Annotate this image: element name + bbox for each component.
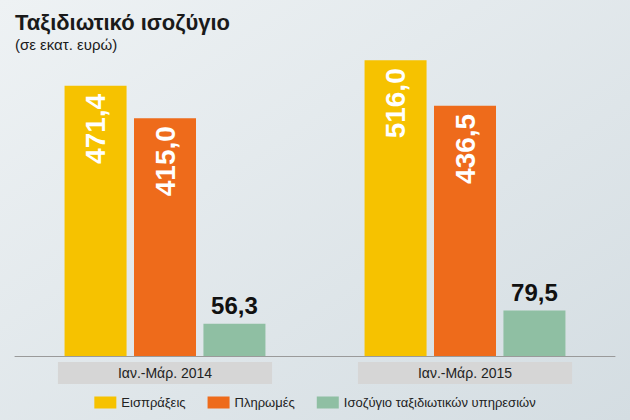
svg-text:415,0: 415,0	[150, 126, 181, 196]
svg-text:Ταξιδιωτικό ισοζύγιο: Ταξιδιωτικό ισοζύγιο	[15, 10, 230, 35]
svg-text:(σε εκατ. ευρώ): (σε εκατ. ευρώ)	[15, 36, 117, 53]
svg-text:Ισοζύγιο ταξιδιωτικών υπηρεσιώ: Ισοζύγιο ταξιδιωτικών υπηρεσιών	[344, 395, 536, 410]
svg-text:Πληρωμές: Πληρωμές	[235, 395, 295, 410]
svg-text:436,5: 436,5	[450, 114, 481, 184]
svg-text:79,5: 79,5	[511, 279, 558, 306]
svg-text:Ιαν.-Μάρ. 2015: Ιαν.-Μάρ. 2015	[418, 365, 512, 381]
svg-text:56,3: 56,3	[211, 292, 258, 319]
svg-text:471,4: 471,4	[80, 93, 111, 163]
svg-text:Ιαν.-Μάρ. 2014: Ιαν.-Μάρ. 2014	[118, 365, 212, 381]
svg-text:Εισπράξεις: Εισπράξεις	[121, 395, 185, 410]
svg-text:516,0: 516,0	[380, 68, 411, 138]
